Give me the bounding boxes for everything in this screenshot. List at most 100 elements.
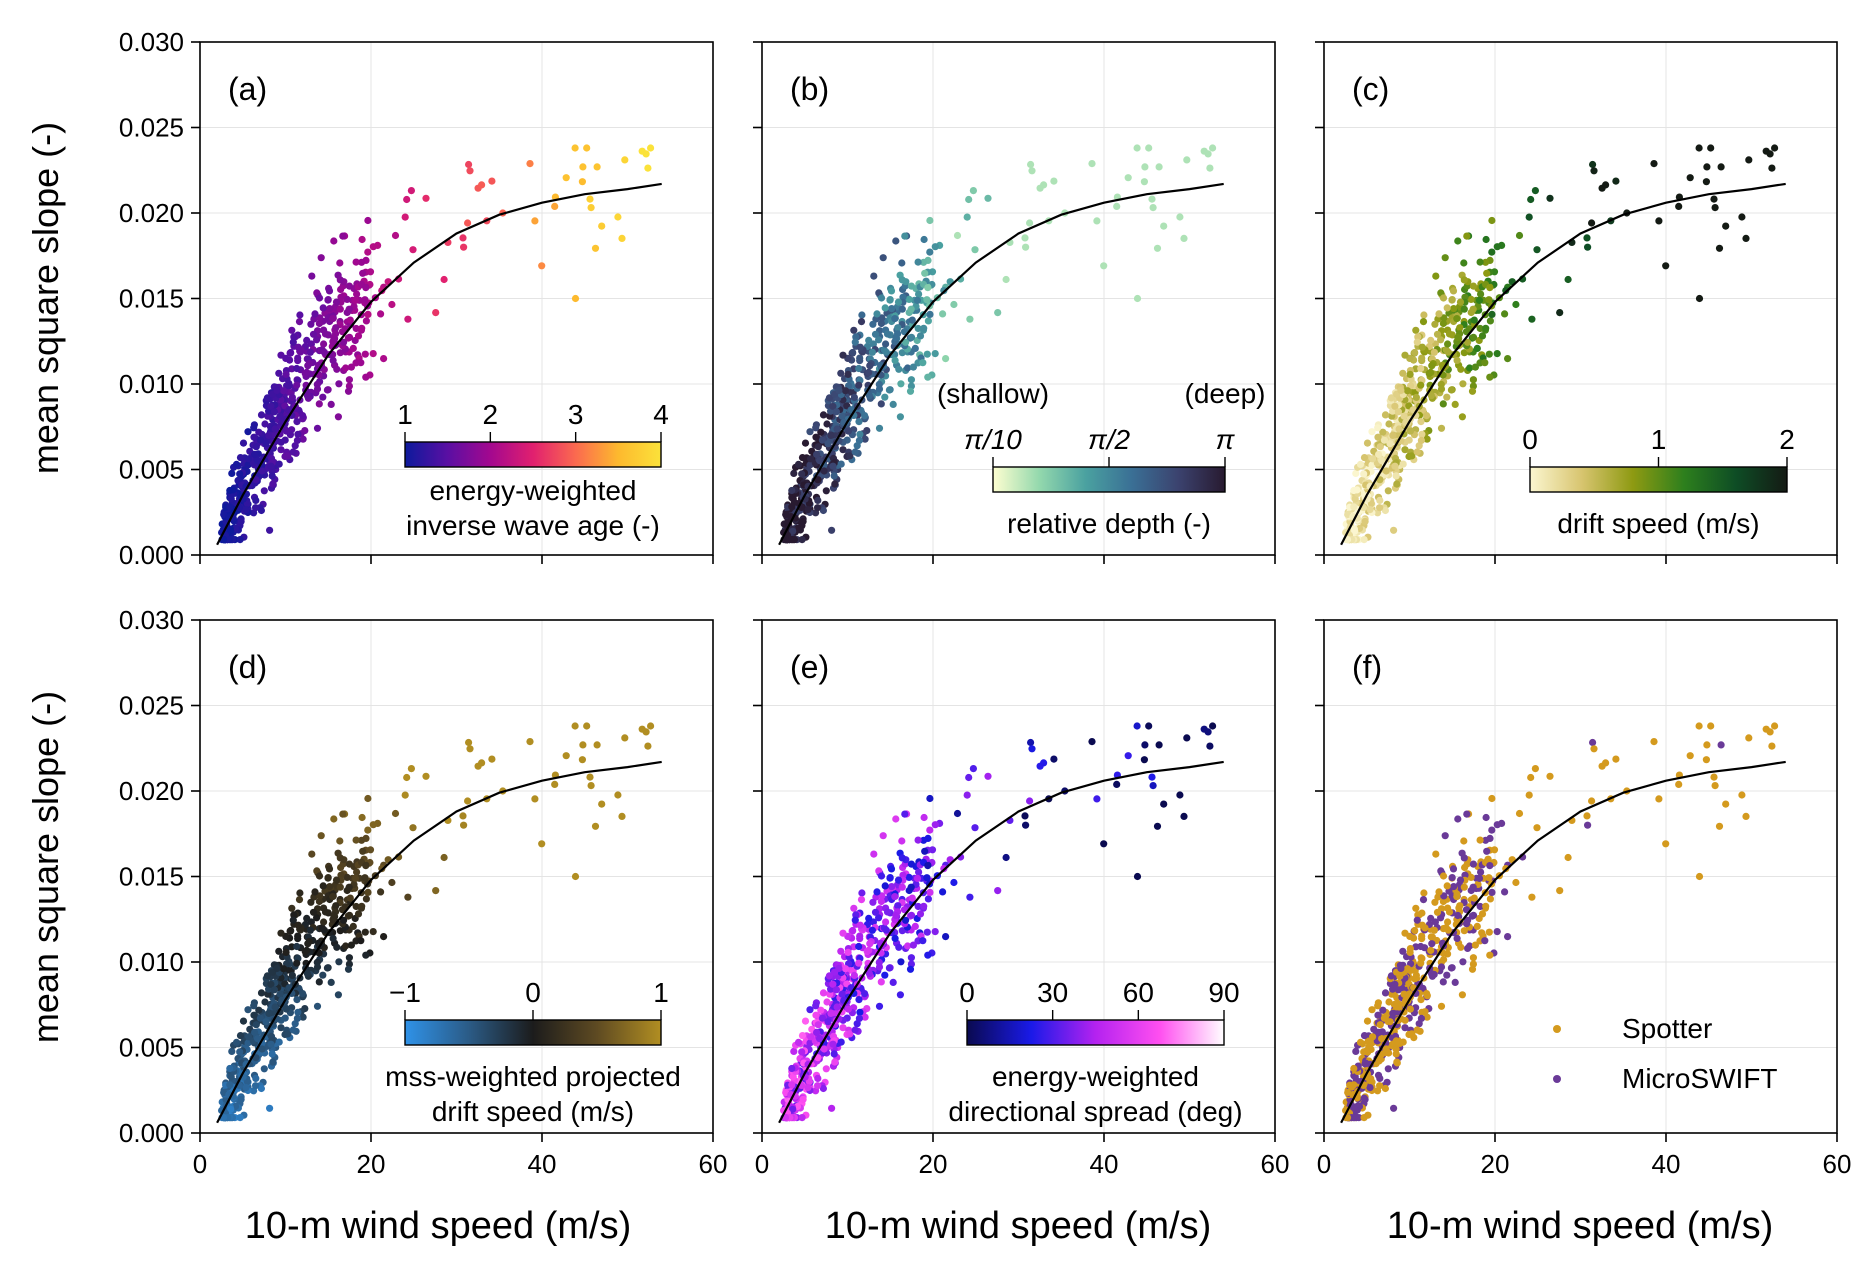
data-point — [296, 889, 304, 897]
data-point — [1400, 990, 1408, 998]
panel-f: 0 20 40 60 (f) Spotter MicroSWIFT — [1315, 619, 1851, 1179]
data-point — [1418, 354, 1426, 362]
data-point — [1459, 958, 1467, 966]
data-point — [861, 435, 869, 443]
data-point — [1440, 892, 1448, 900]
data-point — [866, 362, 874, 370]
data-point — [276, 990, 284, 998]
data-point — [236, 454, 245, 462]
data-point — [1482, 258, 1490, 266]
data-point — [308, 272, 316, 280]
data-point — [1443, 304, 1451, 312]
data-point — [919, 359, 927, 367]
data-point — [330, 911, 338, 920]
data-point — [889, 978, 897, 987]
data-point — [614, 213, 622, 221]
data-point — [898, 854, 906, 862]
data-point — [881, 304, 889, 312]
data-point — [293, 942, 301, 951]
data-point — [828, 526, 836, 534]
data-point — [824, 440, 832, 448]
data-point — [877, 400, 885, 408]
data-point — [1418, 1008, 1426, 1016]
data-point — [830, 472, 838, 480]
data-point — [1206, 164, 1214, 172]
data-point — [369, 243, 377, 251]
data-point — [232, 460, 241, 468]
data-point — [579, 163, 587, 171]
data-point — [1488, 216, 1496, 225]
data-point — [1501, 310, 1509, 318]
data-point — [1399, 947, 1407, 955]
data-point — [789, 1073, 797, 1081]
data-point — [531, 795, 539, 803]
data-point — [885, 964, 894, 972]
y-ticks — [1315, 619, 1324, 1134]
data-point — [1448, 296, 1456, 304]
data-point — [321, 330, 330, 338]
data-point — [829, 462, 837, 470]
data-point — [330, 815, 338, 823]
data-point — [227, 1105, 235, 1113]
fit-curve — [216, 760, 662, 1124]
scatter-points — [780, 144, 1217, 544]
data-point — [790, 469, 798, 477]
data-point — [578, 756, 587, 764]
data-point — [313, 336, 321, 344]
data-point — [306, 348, 314, 356]
data-point — [237, 517, 245, 526]
data-point — [255, 1006, 263, 1014]
data-point — [1417, 942, 1425, 951]
data-point — [1478, 332, 1487, 340]
colorbar-tick-label: π/2 — [1088, 424, 1131, 455]
data-point — [307, 320, 315, 328]
x-tick-label: 0 — [1317, 1149, 1331, 1179]
data-point — [1463, 232, 1471, 240]
data-point — [1533, 824, 1541, 832]
data-point — [1443, 882, 1451, 890]
data-point — [303, 336, 311, 344]
data-point — [837, 947, 845, 955]
data-point — [364, 310, 372, 318]
data-point — [1512, 878, 1520, 887]
data-point — [875, 336, 883, 344]
data-point — [1612, 177, 1620, 185]
colorbar: 0 1 2 drift speed (m/s) — [1522, 424, 1795, 539]
data-point — [236, 470, 244, 478]
data-point — [236, 1114, 244, 1122]
legend-marker — [1553, 1075, 1561, 1083]
data-point — [409, 824, 417, 832]
data-point — [263, 972, 271, 980]
data-point — [926, 794, 934, 803]
colorbar-gradient — [966, 1019, 1225, 1046]
data-point — [319, 971, 327, 979]
data-point — [1481, 359, 1489, 367]
data-point — [920, 324, 928, 332]
data-point — [915, 290, 923, 298]
colorbar-label: inverse wave age (-) — [406, 510, 660, 541]
data-point — [227, 495, 235, 503]
data-point — [317, 832, 325, 840]
data-point — [1352, 469, 1360, 477]
data-point — [644, 742, 652, 750]
data-point — [819, 411, 828, 419]
data-point — [919, 937, 927, 945]
data-point — [868, 926, 877, 934]
data-point — [907, 860, 916, 868]
data-point — [1394, 408, 1402, 416]
data-point — [1454, 911, 1462, 920]
data-point — [894, 902, 902, 910]
data-point — [1361, 517, 1369, 526]
data-point — [391, 231, 400, 240]
data-point — [1722, 800, 1730, 808]
data-point — [1469, 883, 1477, 891]
data-point — [798, 454, 807, 462]
data-point — [236, 1048, 244, 1056]
data-point — [963, 213, 971, 221]
data-point — [1022, 821, 1030, 829]
data-point — [388, 878, 396, 887]
fit-curve — [1340, 760, 1786, 1124]
data-point — [236, 1032, 245, 1040]
data-point — [404, 893, 412, 901]
data-point — [822, 1065, 830, 1073]
